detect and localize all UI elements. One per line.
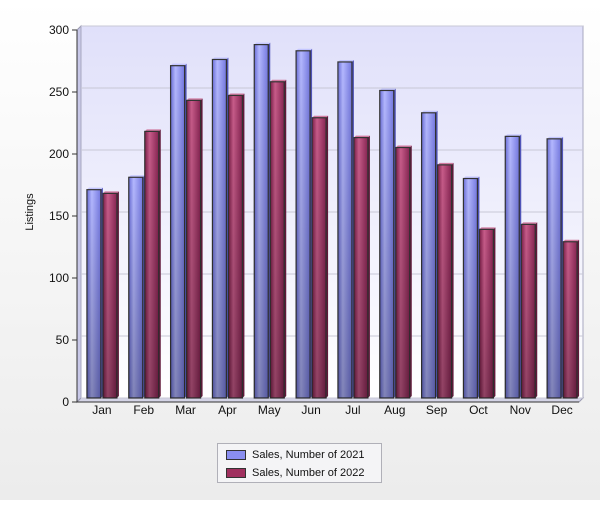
y-tick-label: 300 — [49, 23, 69, 37]
bar-shade-2022-jul — [353, 137, 368, 398]
y-tick-label: 50 — [56, 333, 70, 347]
bar-shade-2022-aug — [395, 147, 410, 398]
x-tick-label: Oct — [469, 403, 488, 417]
chart-legend: Sales, Number of 2021 Sales, Number of 2… — [217, 443, 382, 483]
bar-shade-2021-apr — [212, 59, 227, 398]
legend-item-2021: Sales, Number of 2021 — [226, 447, 381, 462]
bar-shade-2022-jan — [102, 193, 117, 398]
bar-shade-2022-mar — [186, 100, 201, 399]
bar-shade-2022-dec — [563, 241, 578, 398]
bar-shade-2021-may — [254, 44, 269, 398]
x-tick-label: Nov — [510, 403, 531, 417]
x-tick-label: Mar — [175, 403, 196, 417]
x-tick-label: May — [258, 403, 281, 417]
x-tick-label: Dec — [551, 403, 572, 417]
legend-swatch-2021 — [226, 449, 246, 460]
y-tick-label: 250 — [49, 85, 69, 99]
y-tick-label: 150 — [49, 209, 69, 223]
bar-shade-2022-sep — [437, 164, 452, 398]
bar-shade-2021-aug — [379, 90, 394, 398]
y-axis-title: Listings — [24, 193, 36, 231]
bar-shade-2021-mar — [170, 65, 185, 399]
plot-side-wall — [76, 24, 82, 404]
x-tick-label: Jul — [345, 403, 360, 417]
y-tick-label: 0 — [62, 395, 69, 409]
x-tick-label: Sep — [426, 403, 448, 417]
bar-shade-2021-oct — [463, 178, 478, 398]
x-tick-label: Jun — [301, 403, 320, 417]
x-tick-label: Apr — [218, 403, 237, 417]
bar-shade-2021-jan — [86, 189, 101, 398]
x-tick-label: Feb — [133, 403, 154, 417]
bar-shade-2022-oct — [479, 229, 494, 398]
bar-shade-2022-may — [270, 81, 285, 399]
bar-shade-2022-feb — [144, 131, 159, 398]
legend-label-2022: Sales, Number of 2022 — [252, 466, 365, 479]
bar-shade-2021-feb — [128, 177, 143, 398]
bar-shade-2021-jun — [296, 50, 311, 399]
bar-shade-2022-nov — [521, 224, 536, 398]
legend-label-2021: Sales, Number of 2021 — [252, 448, 365, 461]
x-tick-label: Jan — [92, 403, 111, 417]
y-tick-label: 200 — [49, 147, 69, 161]
bar-shade-2021-jul — [337, 61, 352, 399]
legend-swatch-2022 — [226, 467, 246, 478]
bar-shade-2021-nov — [505, 136, 520, 399]
legend-item-2022: Sales, Number of 2022 — [226, 465, 381, 480]
bar-shade-2021-dec — [547, 138, 562, 398]
bar-shade-2022-apr — [228, 95, 243, 398]
bar-shade-2022-jun — [312, 117, 327, 398]
y-tick-label: 100 — [49, 271, 69, 285]
x-tick-label: Aug — [384, 403, 405, 417]
bar-shade-2021-sep — [421, 112, 436, 399]
